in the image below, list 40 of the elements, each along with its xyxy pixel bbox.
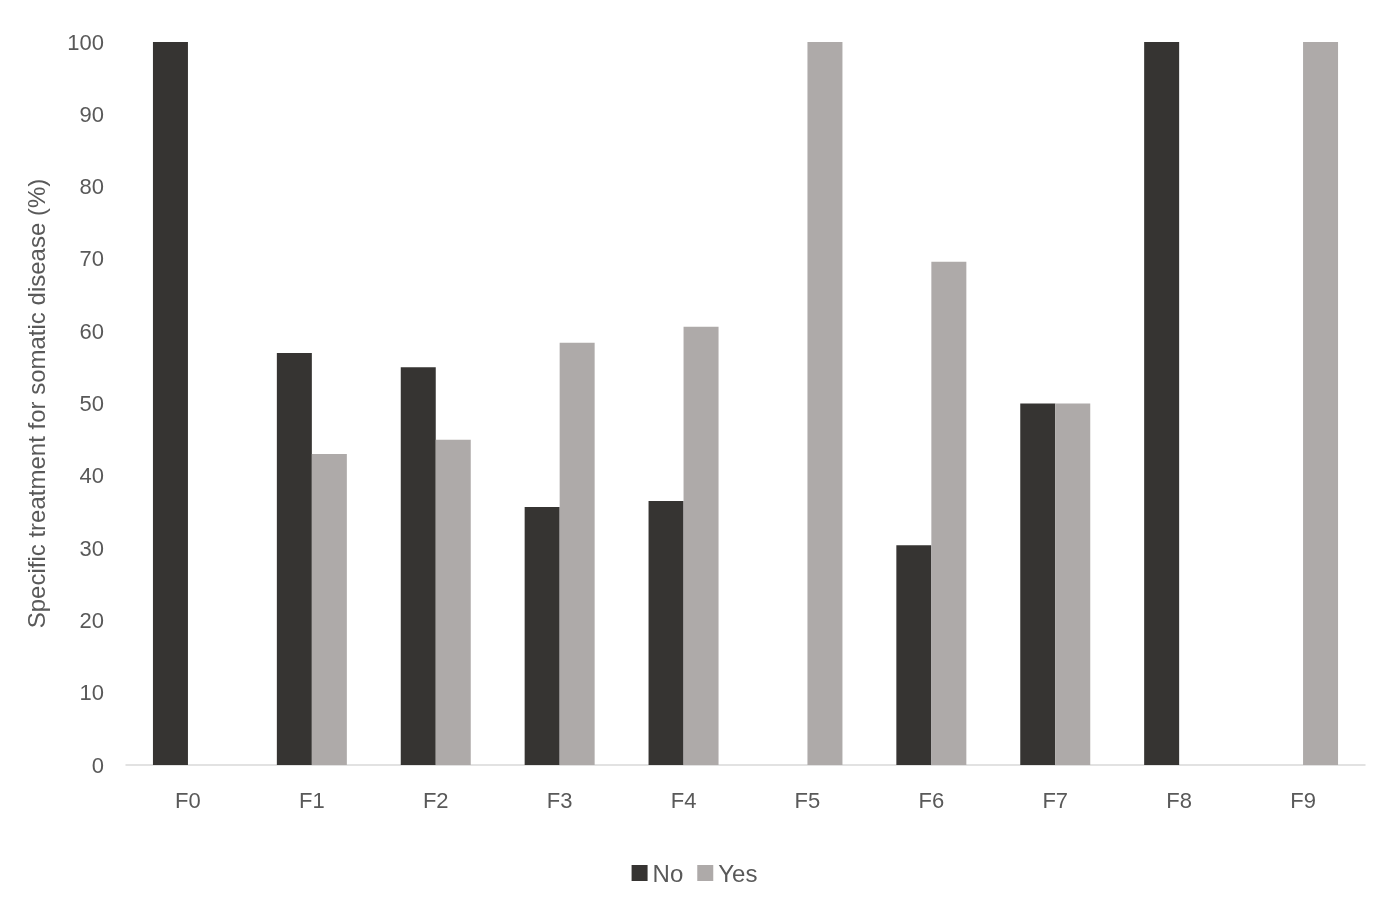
bar bbox=[1055, 403, 1091, 765]
x-tick-label: F1 bbox=[299, 787, 325, 813]
y-tick-label: 20 bbox=[79, 607, 104, 633]
y-axis-title: Specific treatment for somatic disease (%) bbox=[22, 178, 50, 629]
x-tick-label: F5 bbox=[794, 787, 821, 813]
bar bbox=[683, 326, 719, 765]
x-tick-label: F3 bbox=[546, 787, 573, 813]
bar bbox=[1144, 42, 1180, 765]
bar bbox=[896, 545, 932, 765]
bar bbox=[400, 367, 436, 765]
x-tick-label: F8 bbox=[1166, 787, 1192, 813]
y-tick-label: 0 bbox=[91, 752, 104, 778]
bar bbox=[807, 42, 843, 765]
y-tick-label: 100 bbox=[67, 29, 104, 55]
bar bbox=[311, 454, 347, 765]
x-tick-label: F4 bbox=[670, 787, 697, 813]
legend-label: No bbox=[652, 859, 684, 887]
bar bbox=[276, 352, 312, 765]
y-tick-label: 30 bbox=[79, 535, 104, 561]
bar bbox=[1020, 403, 1056, 765]
legend-label: Yes bbox=[718, 859, 758, 887]
bar bbox=[648, 501, 684, 765]
x-tick-label: F7 bbox=[1042, 787, 1069, 813]
y-tick-label: 90 bbox=[79, 101, 104, 127]
y-tick-label: 10 bbox=[79, 680, 104, 706]
bar bbox=[152, 42, 188, 765]
x-tick-label: F2 bbox=[422, 787, 449, 813]
x-tick-label: F9 bbox=[1290, 787, 1316, 813]
bar bbox=[524, 506, 560, 765]
x-tick-label: F0 bbox=[175, 787, 201, 813]
y-tick-label: 80 bbox=[79, 174, 104, 200]
x-tick-label: F6 bbox=[918, 787, 945, 813]
bar bbox=[435, 439, 471, 765]
bar bbox=[559, 342, 595, 765]
y-tick-label: 60 bbox=[79, 318, 104, 344]
bar bbox=[931, 261, 967, 765]
y-tick-label: 40 bbox=[79, 463, 104, 489]
y-tick-label: 50 bbox=[79, 391, 104, 416]
bar bbox=[1303, 42, 1339, 765]
y-tick-label: 70 bbox=[79, 246, 104, 272]
